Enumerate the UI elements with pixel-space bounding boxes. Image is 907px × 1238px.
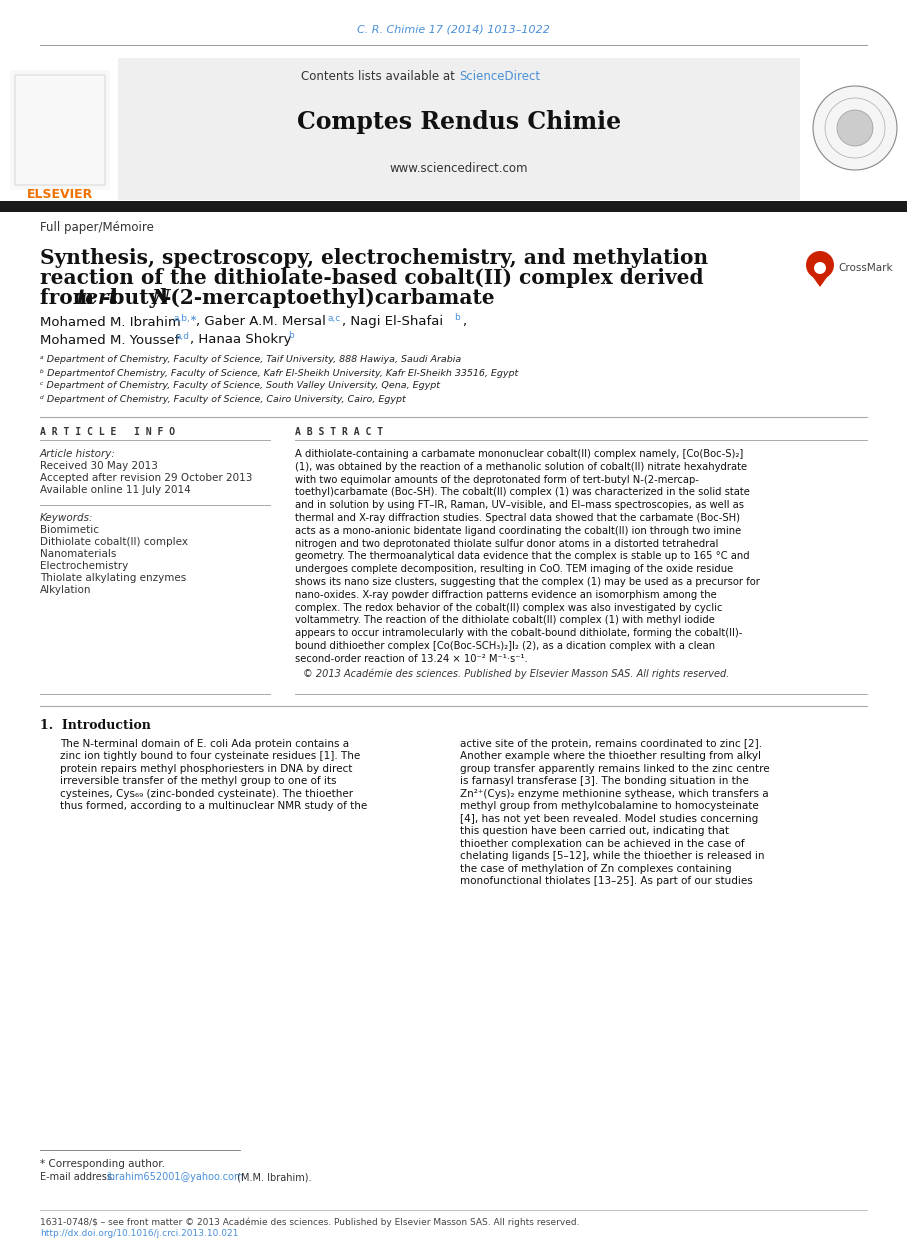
Text: thermal and X-ray diffraction studies. Spectral data showed that the carbamate (: thermal and X-ray diffraction studies. S…	[295, 513, 740, 522]
Text: ᵃ Department of Chemistry, Faculty of Science, Taif University, 888 Hawiya, Saud: ᵃ Department of Chemistry, Faculty of Sc…	[40, 355, 462, 364]
Text: from: from	[40, 288, 101, 308]
Text: Synthesis, spectroscopy, electrochemistry, and methylation: Synthesis, spectroscopy, electrochemistr…	[40, 248, 708, 267]
Text: reaction of the dithiolate-based cobalt(II) complex derived: reaction of the dithiolate-based cobalt(…	[40, 267, 704, 288]
Text: Accepted after revision 29 October 2013: Accepted after revision 29 October 2013	[40, 473, 252, 483]
Text: methyl group from methylcobalamine to homocysteinate: methyl group from methylcobalamine to ho…	[460, 801, 759, 811]
Text: 1631-0748/$ – see front matter © 2013 Académie des sciences. Published by Elsevi: 1631-0748/$ – see front matter © 2013 Ac…	[40, 1217, 580, 1227]
Text: tert: tert	[76, 288, 118, 308]
Text: -(2-mercaptoethyl)carbamate: -(2-mercaptoethyl)carbamate	[163, 288, 495, 308]
Text: irreversible transfer of the methyl group to one of its: irreversible transfer of the methyl grou…	[60, 776, 336, 786]
Text: active site of the protein, remains coordinated to zinc [2].: active site of the protein, remains coor…	[460, 739, 762, 749]
Text: Full paper/Mémoire: Full paper/Mémoire	[40, 222, 154, 234]
Text: Thiolate alkylating enzymes: Thiolate alkylating enzymes	[40, 573, 186, 583]
Text: group transfer apparently remains linked to the zinc centre: group transfer apparently remains linked…	[460, 764, 770, 774]
Text: complex. The redox behavior of the cobalt(II) complex was also investigated by c: complex. The redox behavior of the cobal…	[295, 603, 723, 613]
Text: the case of methylation of Zn complexes containing: the case of methylation of Zn complexes …	[460, 864, 732, 874]
Bar	[15, 76, 105, 184]
Text: second-order reaction of 13.24 × 10⁻² M⁻¹·s⁻¹.: second-order reaction of 13.24 × 10⁻² M⁻…	[295, 654, 528, 664]
Text: Available online 11 July 2014: Available online 11 July 2014	[40, 485, 190, 495]
Text: (M.M. Ibrahim).: (M.M. Ibrahim).	[234, 1172, 311, 1182]
Text: www.sciencedirect.com: www.sciencedirect.com	[390, 161, 528, 175]
Text: monofunctional thiolates [13–25]. As part of our studies: monofunctional thiolates [13–25]. As par…	[460, 877, 753, 886]
Text: The N-terminal domain of E. coli Ada protein contains a: The N-terminal domain of E. coli Ada pro…	[60, 739, 349, 749]
Text: appears to occur intramolecularly with the cobalt-bound dithiolate, forming the : appears to occur intramolecularly with t…	[295, 628, 742, 639]
Text: [4], has not yet been revealed. Model studies concerning: [4], has not yet been revealed. Model st…	[460, 813, 758, 823]
Text: , Gaber A.M. Mersal: , Gaber A.M. Mersal	[196, 316, 326, 328]
Text: voltammetry. The reaction of the dithiolate cobalt(II) complex (1) with methyl i: voltammetry. The reaction of the dithiol…	[295, 615, 715, 625]
Text: Mohamed M. Youssef: Mohamed M. Youssef	[40, 333, 180, 347]
Text: Mohamed M. Ibrahim: Mohamed M. Ibrahim	[40, 316, 180, 328]
Text: ,: ,	[462, 316, 466, 328]
Circle shape	[814, 262, 826, 274]
Text: , Hanaa Shokry: , Hanaa Shokry	[190, 333, 291, 347]
Text: Biomimetic: Biomimetic	[40, 525, 99, 535]
Text: toethyl)carbamate (Boc-SH). The cobalt(II) complex (1) was characterized in the : toethyl)carbamate (Boc-SH). The cobalt(I…	[295, 488, 750, 498]
Text: C. R. Chimie 17 (2014) 1013–1022: C. R. Chimie 17 (2014) 1013–1022	[357, 25, 550, 35]
Text: E-mail address:: E-mail address:	[40, 1172, 119, 1182]
Text: Article history:: Article history:	[40, 449, 116, 459]
Text: Dithiolate cobalt(II) complex: Dithiolate cobalt(II) complex	[40, 537, 188, 547]
Circle shape	[813, 85, 897, 170]
Bar	[0, 201, 907, 212]
Text: ᵈ Department of Chemistry, Faculty of Science, Cairo University, Cairo, Egypt: ᵈ Department of Chemistry, Faculty of Sc…	[40, 395, 405, 404]
Text: * Corresponding author.: * Corresponding author.	[40, 1159, 165, 1169]
Text: http://dx.doi.org/10.1016/j.crci.2013.10.021: http://dx.doi.org/10.1016/j.crci.2013.10…	[40, 1228, 239, 1238]
Text: Another example where the thioether resulting from alkyl: Another example where the thioether resu…	[460, 751, 761, 761]
Text: Nanomaterials: Nanomaterials	[40, 548, 116, 560]
Circle shape	[806, 251, 834, 279]
Text: b: b	[454, 313, 460, 323]
Text: a,d: a,d	[175, 332, 189, 340]
Text: N: N	[152, 288, 171, 308]
Text: , Nagi El-Shafai: , Nagi El-Shafai	[342, 316, 444, 328]
Text: zinc ion tightly bound to four cysteinate residues [1]. The: zinc ion tightly bound to four cysteinat…	[60, 751, 360, 761]
Text: ibrahim652001@yahoo.com: ibrahim652001@yahoo.com	[106, 1172, 243, 1182]
Bar	[118, 58, 800, 201]
Text: -butyl: -butyl	[102, 288, 175, 308]
Text: Electrochemistry: Electrochemistry	[40, 561, 128, 571]
Text: nitrogen and two deprotonated thiolate sulfur donor atoms in a distorted tetrahe: nitrogen and two deprotonated thiolate s…	[295, 539, 718, 548]
Text: ᵇ Departmentof Chemistry, Faculty of Science, Kafr El-Sheikh University, Kafr El: ᵇ Departmentof Chemistry, Faculty of Sci…	[40, 369, 518, 378]
Text: Comptes Rendus Chimie: Comptes Rendus Chimie	[297, 110, 621, 134]
Text: © 2013 Académie des sciences. Published by Elsevier Masson SAS. All rights reser: © 2013 Académie des sciences. Published …	[303, 669, 729, 678]
Text: this question have been carried out, indicating that: this question have been carried out, ind…	[460, 826, 729, 836]
Text: shows its nano size clusters, suggesting that the complex (1) may be used as a p: shows its nano size clusters, suggesting…	[295, 577, 760, 587]
Text: cysteines, Cys₆₉ (zinc-bonded cysteinate). The thioether: cysteines, Cys₆₉ (zinc-bonded cysteinate…	[60, 789, 353, 799]
Text: thus formed, according to a multinuclear NMR study of the: thus formed, according to a multinuclear…	[60, 801, 367, 811]
Text: a,c: a,c	[327, 313, 340, 323]
Text: (1), was obtained by the reaction of a methanolic solution of cobalt(II) nitrate: (1), was obtained by the reaction of a m…	[295, 462, 747, 472]
Text: thioether complexation can be achieved in the case of: thioether complexation can be achieved i…	[460, 838, 745, 848]
Text: ᶜ Department of Chemistry, Faculty of Science, South Valley University, Qena, Eg: ᶜ Department of Chemistry, Faculty of Sc…	[40, 381, 440, 390]
Text: Keywords:: Keywords:	[40, 513, 93, 522]
Text: Contents lists available at: Contents lists available at	[301, 71, 459, 83]
Text: with two equimolar amounts of the deprotonated form of tert-butyl N-(2-mercap-: with two equimolar amounts of the deprot…	[295, 474, 699, 484]
Circle shape	[837, 110, 873, 146]
Bar	[10, 71, 110, 189]
Text: protein repairs methyl phosphoriesters in DNA by direct: protein repairs methyl phosphoriesters i…	[60, 764, 353, 774]
Text: and in solution by using FT–IR, Raman, UV–visible, and EI–mass spectroscopies, a: and in solution by using FT–IR, Raman, U…	[295, 500, 744, 510]
Text: is farnasyl transferase [3]. The bonding situation in the: is farnasyl transferase [3]. The bonding…	[460, 776, 749, 786]
Text: A B S T R A C T: A B S T R A C T	[295, 427, 383, 437]
Text: ScienceDirect: ScienceDirect	[459, 71, 541, 83]
Text: Received 30 May 2013: Received 30 May 2013	[40, 461, 158, 470]
Text: ELSEVIER: ELSEVIER	[27, 188, 93, 202]
Text: undergoes complete decomposition, resulting in CoO. TEM imaging of the oxide res: undergoes complete decomposition, result…	[295, 565, 733, 574]
Text: A R T I C L E   I N F O: A R T I C L E I N F O	[40, 427, 175, 437]
Text: CrossMark: CrossMark	[838, 262, 892, 274]
Text: Alkylation: Alkylation	[40, 586, 92, 595]
Text: a,b,∗: a,b,∗	[174, 313, 199, 323]
Text: acts as a mono-anionic bidentate ligand coordinating the cobalt(II) ion through : acts as a mono-anionic bidentate ligand …	[295, 526, 741, 536]
Text: Zn²⁺(Cys)₂ enzyme methionine sythease, which transfers a: Zn²⁺(Cys)₂ enzyme methionine sythease, w…	[460, 789, 768, 799]
Text: 1.  Introduction: 1. Introduction	[40, 719, 151, 732]
Text: b: b	[288, 332, 294, 340]
Text: chelating ligands [5–12], while the thioether is released in: chelating ligands [5–12], while the thio…	[460, 851, 765, 862]
Text: bound dithioether complex [Co(Boc-SCH₃)₂]I₂ (2), as a dication complex with a cl: bound dithioether complex [Co(Boc-SCH₃)₂…	[295, 641, 715, 651]
Text: geometry. The thermoanalytical data evidence that the complex is stable up to 16: geometry. The thermoanalytical data evid…	[295, 551, 749, 561]
Text: nano-oxides. X-ray powder diffraction patterns evidence an isomorphism among the: nano-oxides. X-ray powder diffraction pa…	[295, 589, 717, 599]
Polygon shape	[810, 274, 830, 287]
Text: A dithiolate-containing a carbamate mononuclear cobalt(II) complex namely, [Co(B: A dithiolate-containing a carbamate mono…	[295, 449, 743, 459]
